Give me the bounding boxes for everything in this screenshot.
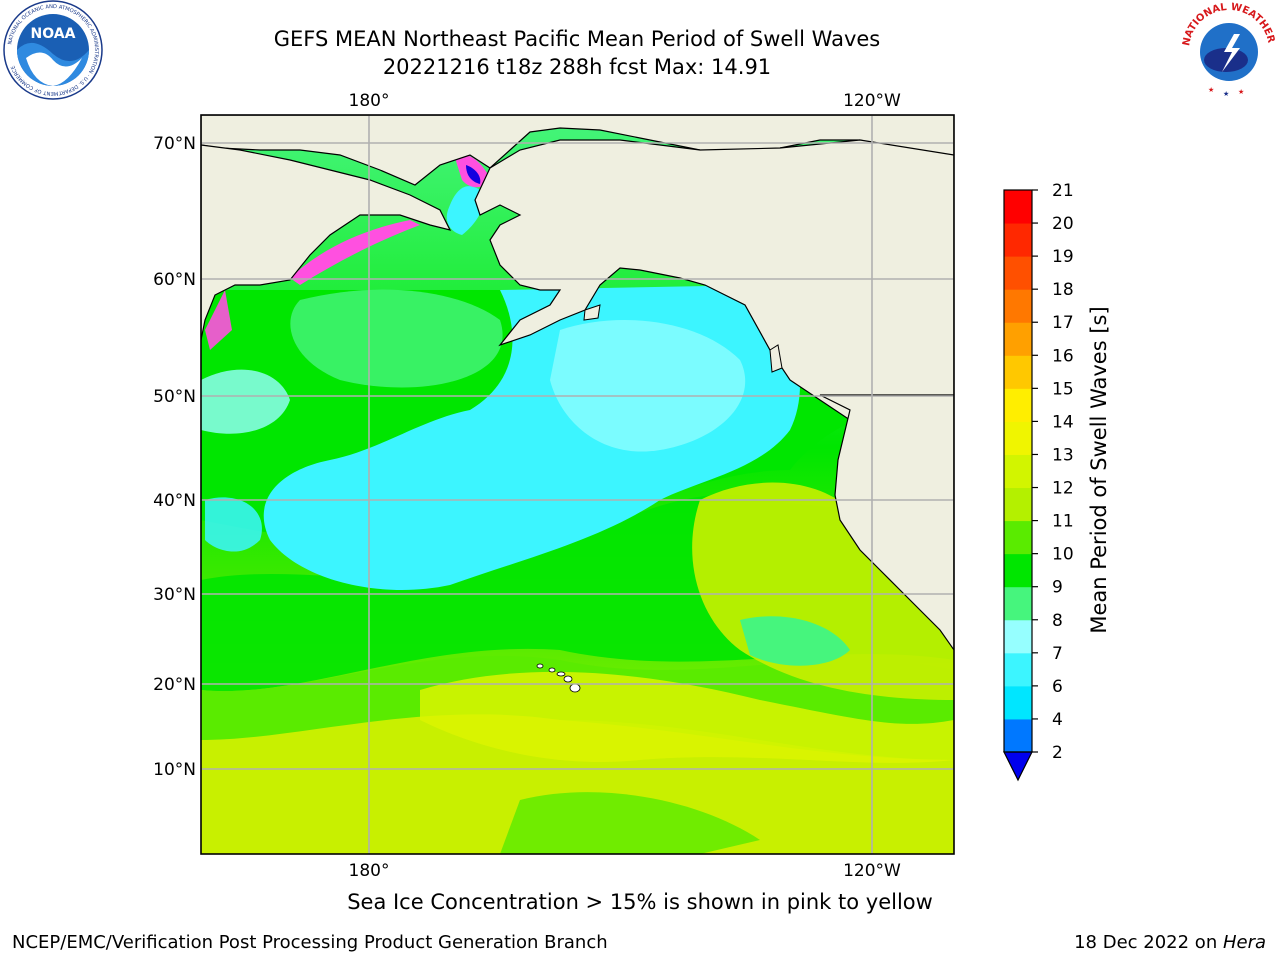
- colorbar-segment: [1004, 388, 1032, 422]
- colorbar-segment: [1004, 355, 1032, 389]
- colorbar-tick-label: 18: [1052, 280, 1074, 300]
- lat-label: 30°N: [153, 585, 196, 605]
- map-frame: [200, 114, 955, 855]
- lat-label: 60°N: [153, 270, 196, 290]
- colorbar-segment: [1004, 586, 1032, 621]
- colorbar-segment: [1004, 520, 1032, 555]
- colorbar: 2 4 6 7 8 9 10 11 12 13 14 15 16 17 18 19 20 21: [1003, 181, 1074, 782]
- svg-text:★: ★: [1223, 90, 1229, 98]
- lat-label: 50°N: [153, 387, 196, 407]
- colorbar-segment: [1004, 652, 1032, 687]
- colorbar-segment: [1004, 454, 1032, 489]
- colorbar-tick-label: 7: [1052, 644, 1063, 664]
- colorbar-segment: [1004, 553, 1032, 588]
- lat-label: 20°N: [153, 675, 196, 695]
- colorbar-segment: [1004, 487, 1032, 522]
- colorbar-tick-label: 17: [1052, 313, 1074, 333]
- lat-label: 40°N: [153, 491, 196, 511]
- colorbar-tick-label: 6: [1052, 677, 1063, 697]
- footer-date: 18 Dec 2022 on Hera: [1074, 932, 1266, 953]
- lon-labels: 180° 120°W 180° 120°W: [349, 91, 902, 881]
- lat-labels: 70°N 60°N 50°N 40°N 30°N 20°N 10°N: [153, 134, 196, 780]
- colorbar-tick-label: 20: [1052, 214, 1074, 234]
- lon-label-top: 120°W: [843, 91, 901, 111]
- nws-logo: NATIONAL WEATHER SERVICE ★ ★ ★: [1178, 0, 1277, 98]
- lon-label-bottom: 180°: [349, 861, 390, 881]
- colorbar-label: Mean Period of Swell Waves [s]: [1087, 306, 1111, 633]
- colorbar-segment: [1004, 685, 1032, 720]
- colorbar-tick-label: 10: [1052, 545, 1074, 565]
- colorbar-segment: [1004, 718, 1032, 753]
- lon-label-top: 180°: [349, 91, 390, 111]
- colorbar-segment: [1004, 322, 1032, 356]
- sea-ice-note: Sea Ice Concentration > 15% is shown in …: [347, 890, 933, 914]
- colorbar-tick-label: 13: [1052, 445, 1074, 465]
- footer-machine: Hera: [1222, 932, 1266, 953]
- lat-label: 70°N: [153, 134, 196, 154]
- noaa-logo-text: NOAA: [31, 26, 76, 42]
- colorbar-tick-label: 4: [1052, 710, 1063, 730]
- colorbar-segment: [1004, 289, 1032, 323]
- colorbar-tick-label: 15: [1052, 379, 1074, 399]
- colorbar-tick-label: 2: [1052, 743, 1063, 763]
- colorbar-outline: [1003, 189, 1033, 753]
- colorbar-tick-label: 19: [1052, 247, 1074, 267]
- colorbar-tick-label: 9: [1052, 578, 1063, 598]
- map-field: [201, 115, 954, 854]
- colorbar-tick-label: 16: [1052, 346, 1074, 366]
- svg-text:★: ★: [1208, 86, 1214, 94]
- gridlines: [201, 115, 954, 854]
- colorbar-tick-label: 11: [1052, 512, 1074, 532]
- svg-text:★: ★: [1238, 88, 1244, 96]
- colorbar-segment: [1004, 190, 1032, 224]
- colorbar-extension: [1003, 751, 1033, 782]
- lon-label-bottom: 120°W: [843, 861, 901, 881]
- colorbar-tick-label: 14: [1052, 412, 1074, 432]
- colorbar-segment: [1004, 256, 1032, 290]
- colorbar-segment: [1004, 619, 1032, 654]
- footer-credit: NCEP/EMC/Verification Post Processing Pr…: [12, 932, 608, 953]
- colorbar-tick-label: 21: [1052, 181, 1074, 201]
- title-line-1: GEFS MEAN Northeast Pacific Mean Period …: [273, 27, 881, 51]
- title-line-2: 20221216 t18z 288h fcst Max: 14.91: [382, 55, 772, 79]
- colorbar-segment: [1004, 421, 1032, 455]
- footer-date-text: 18 Dec 2022 on: [1074, 932, 1223, 953]
- colorbar-segment: [1004, 223, 1032, 257]
- noaa-logo: NATIONAL OCEANIC AND ATMOSPHERIC ADMINIS…: [3, 0, 103, 100]
- lat-label: 10°N: [153, 760, 196, 780]
- colorbar-tick-label: 8: [1052, 611, 1063, 631]
- colorbar-tick-label: 12: [1052, 479, 1074, 499]
